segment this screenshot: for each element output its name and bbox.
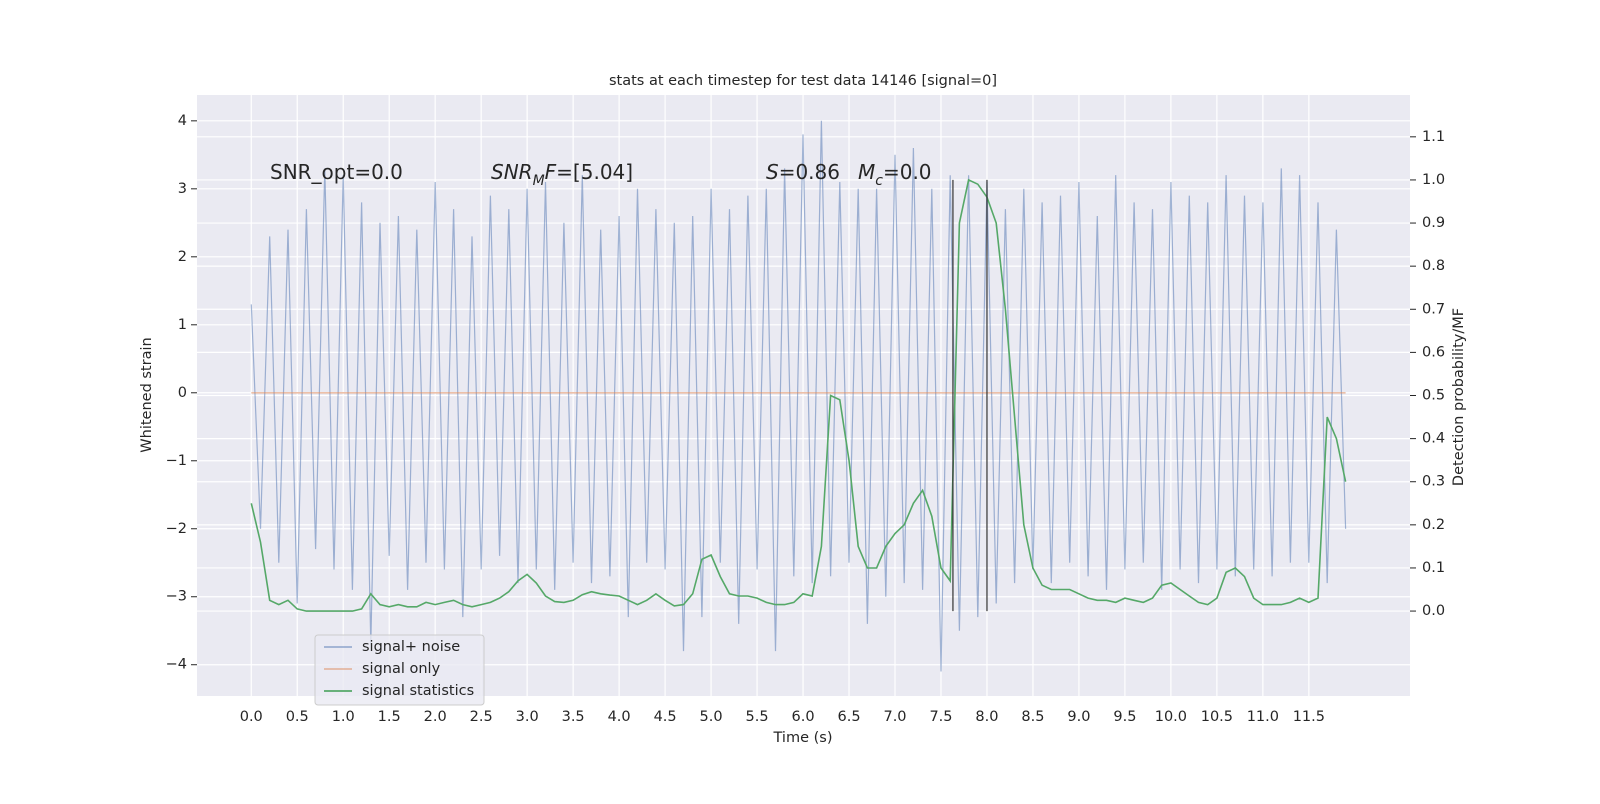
- legend-label: signal statistics: [362, 683, 474, 699]
- legend-box: [314, 634, 485, 706]
- y2-tick-label: 0.4: [1422, 431, 1445, 447]
- annotation: SNRMF=[5.04]: [491, 160, 633, 190]
- y-tick-label: 2: [178, 249, 187, 265]
- y2-tick-label: 0.7: [1422, 301, 1445, 317]
- y-tick-label: −2: [166, 521, 187, 537]
- y2-tick-label: 0.9: [1422, 215, 1445, 231]
- y-tick-label: 3: [178, 181, 187, 197]
- annotation-part: M: [533, 173, 545, 189]
- y2-tick-label: 0.8: [1422, 258, 1445, 274]
- annotation: SNR_opt=0.0: [270, 160, 403, 184]
- x-axis-label: Time (s): [773, 730, 833, 746]
- x-tick-label: 9.5: [1113, 709, 1136, 725]
- annotation: Mc=0.0: [858, 160, 932, 190]
- legend-label: signal+ noise: [362, 639, 460, 655]
- x-tick-label: 11.0: [1247, 709, 1279, 725]
- y-tick-label: −3: [166, 589, 187, 605]
- annotation-part: SNR: [491, 160, 533, 184]
- x-tick-label: 6.0: [792, 709, 815, 725]
- x-tick-label: 11.5: [1293, 709, 1325, 725]
- x-tick-label: 3.5: [562, 709, 585, 725]
- chart-title: stats at each timestep for test data 141…: [609, 73, 997, 89]
- x-tick-label: 7.0: [883, 709, 906, 725]
- x-tick-label: 6.5: [837, 709, 860, 725]
- x-tick-label: 1.0: [332, 709, 355, 725]
- y2-tick-label: 1.0: [1422, 172, 1445, 188]
- legend-label: signal only: [362, 661, 441, 677]
- x-tick-label: 4.5: [654, 709, 677, 725]
- x-tick-label: 1.5: [378, 709, 401, 725]
- annotation: S=0.86: [766, 160, 840, 184]
- x-tick-label: 10.0: [1155, 709, 1187, 725]
- annotation-part: M: [858, 160, 875, 184]
- x-tick-label: 0.0: [240, 709, 263, 725]
- x-tick-label: 8.0: [975, 709, 998, 725]
- y-tick-label: 4: [178, 113, 187, 129]
- x-tick-label: 2.5: [470, 709, 493, 725]
- annotation-part: S: [766, 160, 779, 184]
- x-tick-label: 8.5: [1021, 709, 1044, 725]
- annotation-part: c: [875, 173, 883, 189]
- y-tick-label: −4: [166, 657, 187, 673]
- y2-tick-label: 0.6: [1422, 344, 1445, 360]
- annotation-part: =0.86: [779, 160, 840, 184]
- y2-tick-label: 0.0: [1422, 603, 1445, 619]
- x-tick-label: 4.0: [608, 709, 631, 725]
- series-line: [250, 120, 1347, 672]
- x-tick-label: 2.0: [424, 709, 447, 725]
- y2-tick-label: 0.2: [1422, 517, 1445, 533]
- y2-tick-label: 0.3: [1422, 474, 1445, 490]
- x-tick-label: 0.5: [286, 709, 309, 725]
- x-tick-label: 7.5: [929, 709, 952, 725]
- y-axis-label: Whitened strain: [139, 337, 155, 452]
- y2-axis-label: Detection probability/MF: [1451, 308, 1467, 486]
- series-line: [250, 178, 1347, 612]
- x-tick-label: 5.0: [700, 709, 723, 725]
- annotation-part: F: [545, 160, 557, 184]
- y2-tick-label: 0.1: [1422, 560, 1445, 576]
- y-tick-label: 1: [178, 317, 187, 333]
- annotation-part: =0.0: [883, 160, 932, 184]
- y-tick-label: −1: [166, 453, 187, 469]
- x-tick-label: 10.5: [1201, 709, 1233, 725]
- annotation-part: =[5.04]: [556, 160, 633, 184]
- y2-tick-label: 0.5: [1422, 388, 1445, 404]
- x-tick-label: 5.5: [746, 709, 769, 725]
- y-tick-label: 0: [178, 385, 187, 401]
- x-tick-label: 9.0: [1067, 709, 1090, 725]
- x-tick-label: 3.0: [516, 709, 539, 725]
- y2-tick-label: 1.1: [1422, 129, 1445, 145]
- annotation-part: SNR_opt=0.0: [270, 160, 403, 184]
